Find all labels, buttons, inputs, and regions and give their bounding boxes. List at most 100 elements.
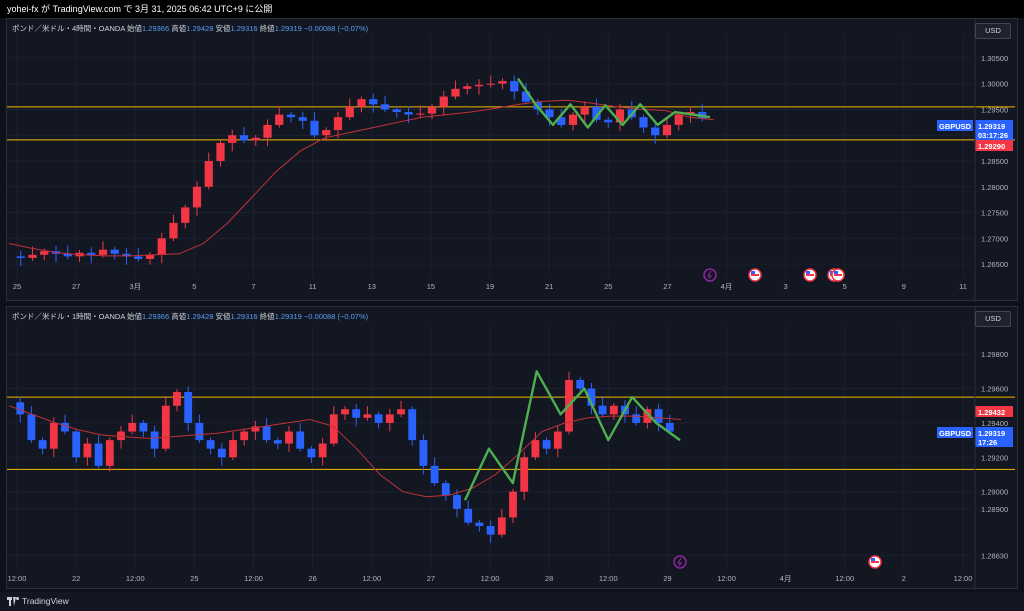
y-tick-label: 1.29200 [981,453,1008,462]
x-tick-label: 28 [545,574,553,583]
candle-body [352,409,361,418]
candle-body [117,431,125,441]
moving-average-line [8,405,682,498]
candle-body [204,161,213,187]
candle-body [441,483,450,496]
candle-body [632,414,641,423]
x-tick-label: 27 [427,574,435,583]
candle-body [169,222,178,239]
price-tag-value: 1.29290 [978,142,1005,151]
candle-body [453,495,461,509]
candle-body [28,254,37,258]
price-tag-label: GBPUSD [939,429,972,438]
candle-body [463,86,472,89]
candle-body [16,402,25,415]
x-tick-label: 12:00 [599,574,618,583]
x-tick-label: 5 [192,282,196,291]
y-tick-label: 1.29400 [981,419,1008,428]
chart-1h-svg[interactable]: 1.29800 1.29600 1.29400 1.29200 1.29000 1.289… [7,307,1019,590]
price-tag-value: 1.29319 [978,429,1005,438]
y-tick-label: 1.29500 [981,105,1008,114]
candle-body [145,254,155,259]
candle-body [509,491,517,518]
x-tick-label: 12:00 [8,574,27,583]
currency-button-4h[interactable]: USD [975,23,1011,39]
x-tick-label: 21 [545,282,553,291]
close-value: 1.29319 [274,24,302,33]
candle-body [408,409,417,441]
us-flag-stripe [751,274,759,276]
y-tick-label: 1.29000 [981,488,1008,497]
price-tag-value: 1.29432 [978,408,1005,417]
x-tick-label: 12:00 [717,574,736,583]
candle-body [531,440,540,458]
candle-body [310,120,319,136]
candle-body [61,422,69,432]
y-tick-label: 1.28000 [981,183,1008,192]
x-tick-label: 12:00 [954,574,973,583]
lightning-icon [703,268,717,282]
currency-button-1h[interactable]: USD [975,311,1011,327]
x-tick-label: 11 [309,282,317,291]
symbol-info-4h: ポンド／米ドル・4時間・OANDA 始値1.29366 高値1.29428 安値… [12,23,368,34]
candle-body [419,440,428,466]
candle-body [273,440,282,444]
us-flag-canton [834,271,838,274]
candle-body [568,114,578,125]
chart-panel-1h[interactable]: 1.29800 1.29600 1.29400 1.29200 1.29000 1.289… [6,306,1019,590]
price-tag-label: GBPUSD [939,122,972,131]
candle-body [38,440,47,449]
candle-body [27,414,36,441]
candle-body [217,448,226,458]
candle-body [157,238,166,255]
candle-body [181,207,190,223]
candle-body [307,448,316,458]
candle-body [615,109,625,123]
tradingview-logo-icon[interactable] [7,597,19,606]
x-tick-label: 25 [190,574,198,583]
close-label: 終値 [259,24,275,33]
candle-body [557,117,566,125]
candle-body [110,249,119,254]
y-tick-label: 1.29600 [981,385,1008,394]
chart-panel-4h[interactable]: 1.305001.300001.295001.290001.285001.280… [6,18,1019,302]
candle-body [286,114,296,118]
chart-4h-svg[interactable]: 1.305001.300001.295001.290001.285001.280… [7,19,1019,302]
high-label: 高値 [171,24,187,33]
candle-body [263,124,272,138]
candle-body [128,422,137,432]
candle-body [83,443,92,458]
x-tick-label: 4月 [780,574,792,583]
x-tick-label: 29 [663,574,671,583]
price-tag-bg [975,140,1013,151]
x-tick-label: 26 [308,574,316,583]
candle-body [587,388,596,406]
candle-body [216,142,225,161]
candle-body [643,409,652,423]
change-value: −0.00088 (−0.07%) [303,24,369,33]
x-tick-label: 2 [902,574,906,583]
moving-average-line [8,99,715,257]
candle-body [374,414,383,423]
candle-body [322,130,331,136]
candle-body [251,426,260,432]
x-tick-label: 11 [959,282,967,291]
footer-brand[interactable]: TradingView [22,596,69,606]
lightning-icon-bolt [677,557,682,567]
candle-body [475,522,484,527]
candle-body [674,114,683,125]
candle-body [98,249,108,255]
candle-body [416,113,425,115]
price-tag-bg [975,427,1013,447]
x-tick-label: 12:00 [362,574,381,583]
open-label: 始値 [127,24,143,33]
candle-body [665,422,674,432]
candle-body [318,443,327,458]
us-flag-canton [806,271,810,274]
candle-body [72,431,81,458]
candle-body [206,440,215,449]
candle-body [598,405,607,415]
candle-body [195,422,204,441]
candle-body [498,81,507,84]
candle-body [553,431,562,449]
